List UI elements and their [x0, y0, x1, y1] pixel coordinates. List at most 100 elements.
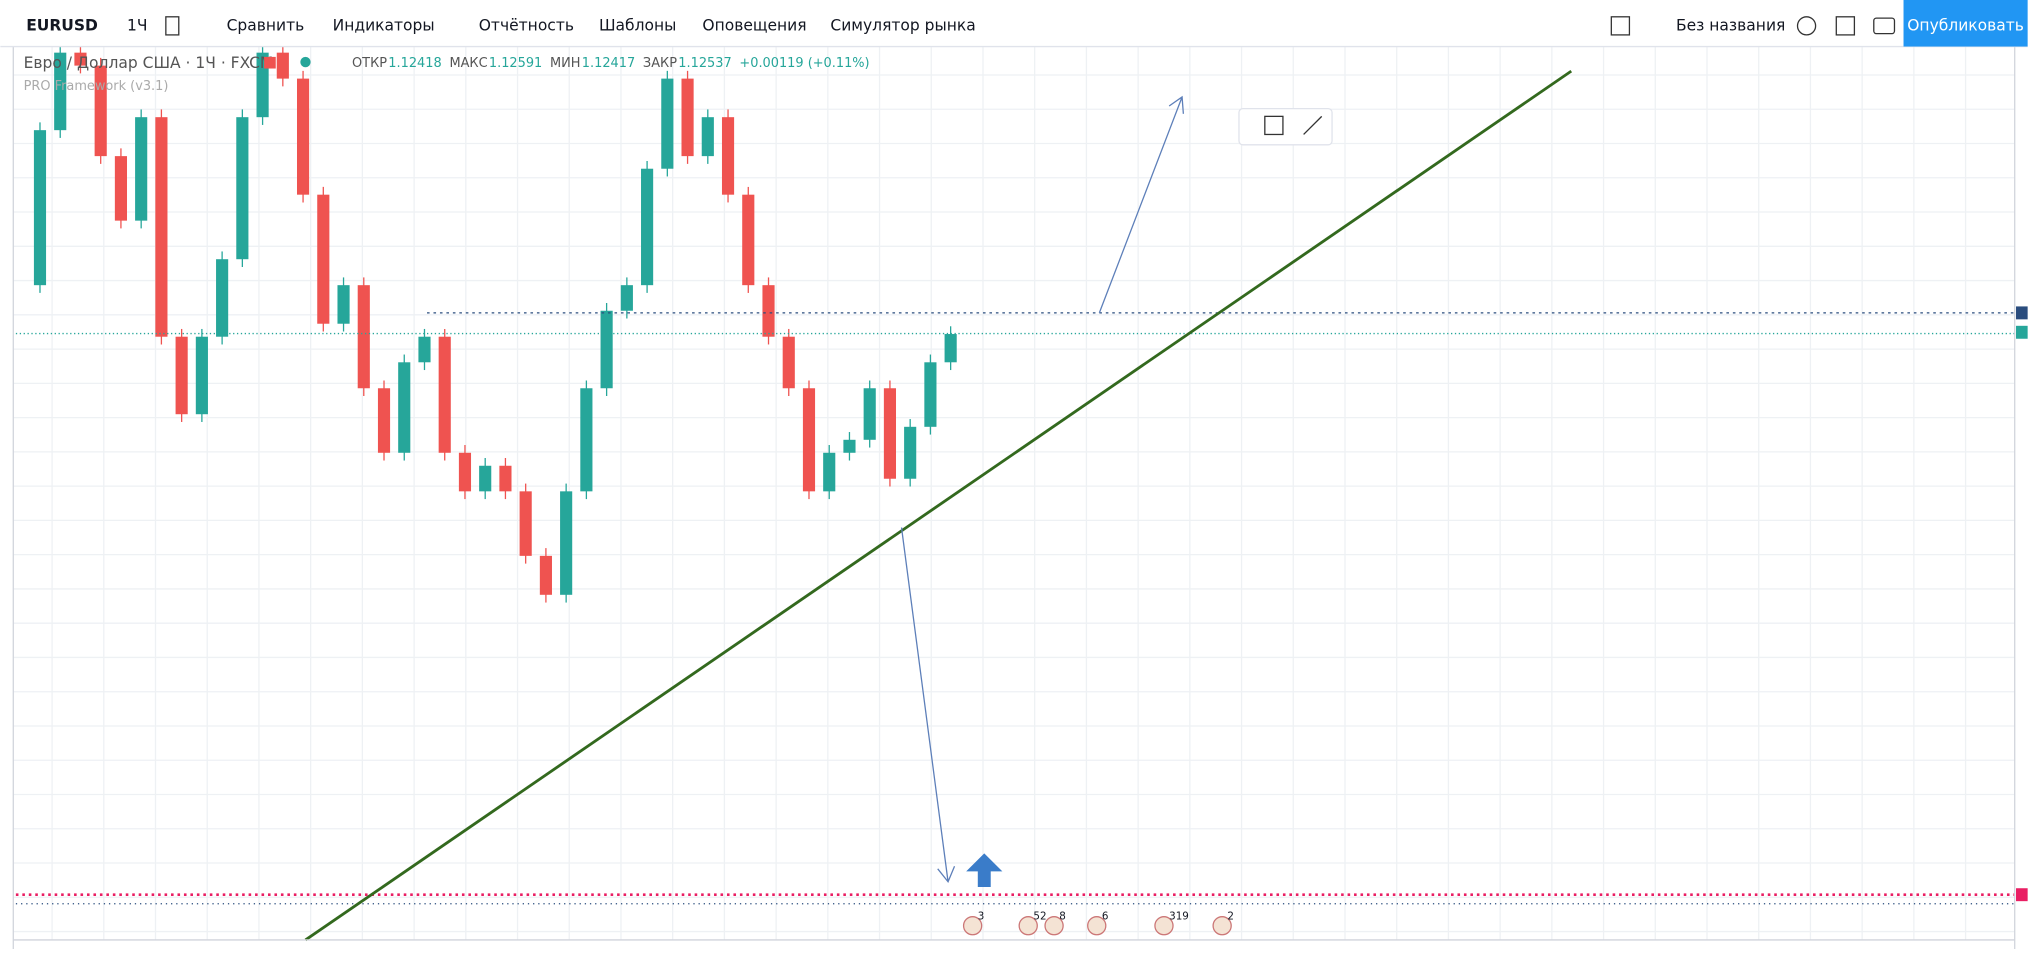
ohlc-value: 1.12417	[582, 56, 635, 71]
candle	[762, 285, 775, 337]
candle	[256, 52, 269, 118]
candle	[216, 259, 229, 337]
indicator-name: PRO Framework (v3.1)	[24, 79, 169, 94]
candle	[296, 78, 310, 195]
candle	[195, 336, 208, 415]
candle	[721, 117, 735, 195]
change: +0.00119 (+0.11%)	[739, 56, 869, 71]
event-icon[interactable]	[1212, 916, 1232, 936]
candle	[236, 117, 249, 260]
fullscreen[interactable]	[1835, 16, 1856, 36]
layout-name[interactable]: Без названия	[1676, 16, 1785, 34]
event-count: 52	[1033, 911, 1046, 923]
toolbar-item[interactable]: Сравнить	[227, 16, 305, 34]
candles	[33, 44, 957, 603]
ohlc-value: 1.12591	[489, 56, 542, 71]
trend-line[interactable]	[304, 69, 1573, 942]
event-icon[interactable]	[1087, 916, 1107, 936]
candle	[337, 285, 350, 324]
candle	[580, 388, 593, 492]
candle	[843, 439, 856, 453]
candle	[883, 388, 897, 479]
candle	[904, 426, 917, 479]
candle	[600, 310, 613, 389]
candle	[641, 168, 654, 286]
event-count: 319	[1169, 911, 1189, 923]
publish-button[interactable]	[1903, 0, 2028, 47]
ohlc-label: ЗАКР	[643, 56, 677, 71]
candle	[924, 362, 937, 427]
candle	[458, 452, 472, 492]
candle	[539, 555, 552, 595]
candle	[519, 491, 532, 556]
event-count: 6	[1102, 911, 1109, 923]
axis-tag	[2016, 888, 2028, 902]
flag	[264, 56, 276, 69]
candle	[276, 52, 289, 79]
toolbar-item[interactable]: Шаблоны	[599, 16, 676, 34]
event-icon[interactable]	[962, 916, 983, 936]
candle	[863, 388, 876, 440]
arrow[interactable]	[900, 527, 956, 884]
toolbar-item[interactable]: Индикаторы	[333, 16, 435, 34]
candle	[135, 117, 148, 221]
legend-title: Евро / Доллар США · 1Ч · FXCM	[24, 54, 274, 72]
symbol[interactable]: EURUSD	[26, 16, 98, 34]
publish-label[interactable]: Опубликовать	[1907, 16, 2024, 34]
candle	[175, 336, 188, 415]
candle	[661, 78, 674, 169]
axis-tag	[2016, 306, 2028, 320]
candle	[317, 194, 330, 324]
candle	[54, 52, 67, 131]
candle	[94, 65, 107, 157]
candle	[357, 285, 370, 389]
candle	[155, 117, 168, 337]
rect-tool[interactable]	[1264, 115, 1284, 136]
grid	[13, 46, 2015, 940]
ohlc-value: 1.12537	[678, 56, 731, 71]
candle	[782, 336, 795, 389]
ohlc-label: МАКС	[449, 56, 487, 71]
event-count: 2	[1227, 911, 1234, 923]
candle	[33, 130, 47, 286]
event-icon[interactable]	[1154, 916, 1174, 936]
toolbar-item[interactable]: Отчётность	[479, 16, 574, 34]
candle	[114, 156, 128, 221]
line-tool[interactable]	[1303, 115, 1323, 135]
candle	[944, 334, 957, 363]
layout-button[interactable]	[1610, 16, 1631, 36]
candle	[620, 285, 633, 311]
toolbar-item[interactable]: Симулятор рынка	[830, 16, 975, 34]
up-signal	[966, 853, 1003, 887]
candle	[681, 78, 694, 157]
candle	[823, 452, 836, 492]
toolbar	[0, 0, 2028, 47]
ohlc-label: ОТКР	[352, 56, 387, 71]
ohlc-label: МИН	[550, 56, 580, 71]
settings[interactable]	[1796, 16, 1817, 36]
ohlc-value: 1.12418	[388, 56, 441, 71]
interval[interactable]: 1Ч	[127, 16, 147, 34]
candle	[742, 194, 755, 286]
toolbar-item[interactable]: Оповещения	[702, 16, 806, 34]
status	[300, 56, 311, 68]
event-count: 8	[1059, 911, 1066, 923]
candle	[418, 336, 431, 363]
arrow[interactable]	[1098, 95, 1185, 314]
candle	[74, 52, 87, 66]
event-count: 3	[978, 911, 985, 923]
candle	[438, 336, 451, 453]
drawing-toolbar	[1238, 107, 1333, 146]
chart-type[interactable]	[165, 16, 180, 36]
candle	[560, 491, 573, 595]
event-icon[interactable]	[1018, 916, 1038, 936]
candle	[479, 465, 492, 492]
candle	[802, 388, 816, 492]
snapshot[interactable]	[1873, 17, 1896, 35]
candle	[701, 117, 714, 157]
axis-tag	[2016, 325, 2028, 339]
event-icon[interactable]	[1044, 916, 1064, 936]
candle	[499, 465, 512, 492]
